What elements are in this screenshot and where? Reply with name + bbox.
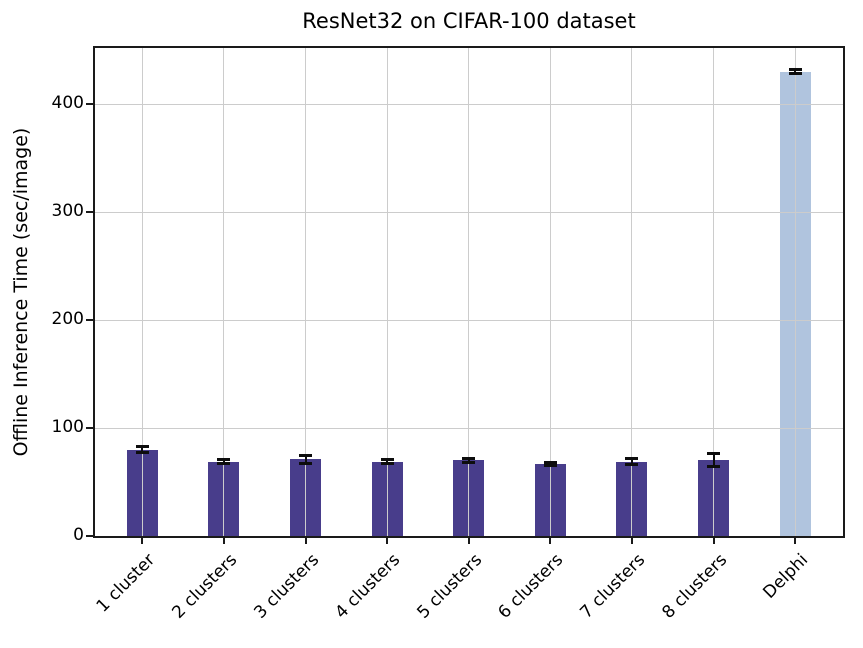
error-bar-3-clusters-cap-top (299, 453, 312, 457)
h-gridline-300 (95, 211, 843, 213)
v-gridline (223, 48, 225, 536)
x-tick-mark-3-clusters (304, 538, 307, 544)
y-tick-label-100: 100 (51, 417, 84, 438)
v-gridline (305, 48, 306, 536)
x-tick-mark-1-cluster (141, 538, 144, 544)
error-bar-7-clusters-cap-top (625, 457, 639, 461)
y-tick-label-0: 0 (73, 525, 84, 545)
y-tick-mark-200 (86, 319, 93, 322)
error-bar-4-clusters (386, 459, 389, 464)
x-tick-label-delphi: Delphi (759, 550, 813, 603)
x-tick-mark-5-clusters (467, 538, 470, 544)
x-tick-label-6-clusters: 6 clusters (494, 550, 568, 623)
h-gridline-200 (95, 319, 843, 321)
y-tick-mark-100 (86, 427, 93, 430)
error-bar-6-clusters (549, 462, 552, 466)
error-bar-8-clusters-cap-bottom (707, 465, 720, 469)
x-tick-mark-8-clusters (712, 538, 715, 544)
error-bar-2-clusters (222, 459, 225, 464)
h-gridline-100 (95, 427, 843, 429)
error-bar-2-clusters-cap-top (217, 457, 231, 461)
x-tick-mark-2-clusters (222, 538, 225, 544)
y-tick-mark-0 (86, 535, 93, 537)
chart-title: ResNet32 on CIFAR-100 dataset (302, 9, 636, 33)
x-tick-label-1-cluster: 1 cluster (92, 550, 160, 617)
v-gridline (549, 48, 551, 536)
error-bar-1-cluster-cap-bottom (135, 450, 149, 454)
error-bar-6-clusters-cap-bottom (543, 463, 557, 467)
error-bar-3-clusters (304, 455, 307, 464)
y-axis-label: Offline Inference Time (sec/image) (10, 127, 32, 457)
v-gridline (713, 48, 714, 536)
x-tick-label-5-clusters: 5 clusters (413, 550, 486, 623)
y-tick-label-400: 400 (51, 93, 84, 114)
error-bar-4-clusters-cap-top (380, 458, 394, 462)
error-bar-2-clusters-cap-bottom (217, 462, 231, 466)
error-bar-5-clusters-cap-top (462, 457, 476, 461)
error-bar-7-clusters (630, 458, 633, 465)
v-gridline (631, 48, 633, 536)
y-tick-label-300: 300 (51, 201, 84, 222)
error-bar-delphi (794, 69, 797, 74)
error-bar-1-cluster (141, 446, 144, 453)
v-gridline (386, 48, 388, 536)
x-tick-label-3-clusters: 3 clusters (249, 550, 323, 623)
x-tick-label-8-clusters: 8 clusters (657, 550, 731, 623)
x-tick-mark-delphi (794, 538, 797, 544)
error-bar-delphi-cap-bottom (788, 72, 802, 76)
y-tick-mark-300 (86, 211, 93, 214)
v-gridline (468, 48, 470, 536)
error-bar-5-clusters (467, 458, 470, 463)
error-bar-1-cluster-cap-top (135, 445, 149, 449)
x-tick-mark-4-clusters (386, 538, 389, 544)
error-bar-6-clusters-cap-top (543, 460, 557, 464)
error-bar-3-clusters-cap-bottom (299, 462, 312, 466)
error-bar-8-clusters-cap-top (707, 452, 720, 456)
error-bar-8-clusters (712, 453, 715, 467)
error-bar-5-clusters-cap-bottom (462, 460, 476, 464)
x-tick-label-7-clusters: 7 clusters (576, 550, 650, 623)
x-tick-mark-7-clusters (630, 538, 633, 544)
y-tick-label-200: 200 (51, 309, 84, 330)
v-gridline (141, 48, 143, 536)
error-bar-7-clusters-cap-bottom (625, 462, 639, 466)
error-bar-4-clusters-cap-bottom (380, 461, 394, 465)
x-tick-label-2-clusters: 2 clusters (168, 550, 242, 623)
x-tick-label-4-clusters: 4 clusters (331, 550, 405, 623)
x-tick-mark-6-clusters (549, 538, 552, 544)
error-bar-delphi-cap-top (788, 68, 802, 72)
h-gridline-400 (95, 103, 843, 105)
y-tick-mark-400 (86, 103, 93, 106)
v-gridline (794, 48, 796, 536)
